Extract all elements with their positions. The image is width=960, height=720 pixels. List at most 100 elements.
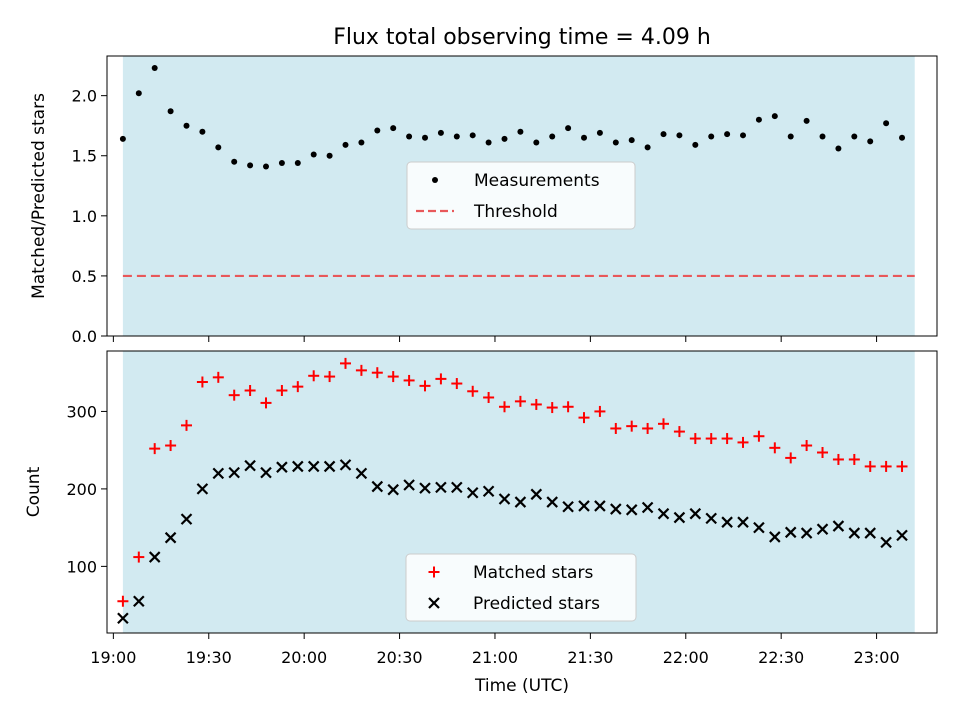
matched-star-point [832,453,844,465]
measurement-point [215,144,222,151]
measurement-point [803,117,810,124]
predicted-star-point [244,459,256,472]
measurement-point [358,139,365,146]
ratio-x-ticks [112,336,878,342]
predicted-star-point [625,504,638,516]
x-tick-label: 20:30 [377,648,423,667]
predicted-star-point [689,507,702,520]
matched-star-point [737,436,749,448]
matched-star-point [848,453,860,465]
predicted-star-point [260,466,272,479]
x-tick-label: 23:00 [854,648,900,667]
predicted-star-point [371,480,384,493]
ratio-panel: 0.00.51.01.52.0 Matched/Predicted stars … [29,55,938,346]
predicted-star-point [737,516,749,528]
predicted-star-point [610,503,622,515]
measurement-point [263,163,270,170]
matched-star-point [801,440,813,452]
predicted-star-point [419,482,431,494]
matched-star-point [785,452,797,464]
y-tick-label: 100 [66,557,97,576]
matched-star-point [228,389,240,401]
measurement-point [406,133,413,140]
measurement-point [740,132,747,139]
y-tick-label: 300 [66,402,97,421]
legend-frame [406,161,636,230]
legend-x-marker [428,597,440,609]
legend-frame [405,553,637,622]
count-panel-frame [106,350,938,634]
predicted-star-point [769,531,781,543]
matched-star-point [212,371,224,383]
chart-title: Flux total observing time = 4.09 h [333,25,711,50]
ratio-y-axis-label: Matched/Predicted stars [29,93,49,299]
legend-label: Matched stars [473,563,593,583]
matched-star-point [817,446,829,458]
predicted-star-point [466,486,479,499]
predicted-star-point [148,551,161,563]
predicted-star-point [482,485,495,498]
y-tick-label: 2.0 [72,87,97,106]
legend-label: Predicted stars [473,594,600,614]
measurement-point [247,162,254,169]
measurement-point [485,139,492,146]
matched-star-point [181,419,193,431]
measurement-point [199,128,206,135]
matched-star-point [340,357,352,369]
predicted-star-point [784,526,797,539]
measurement-point [501,135,508,142]
matched-star-point [467,385,479,397]
predicted-star-point [514,496,527,508]
time-x-axis: 19:00 19:30 20:00 20:30 21:00 21:30 22:00 22:30… [90,633,900,667]
matched-star-point [769,442,781,454]
measurement-point [692,141,699,148]
measurement-points [119,65,906,170]
predicted-star-point [546,496,558,508]
legend-dot-marker [432,177,438,183]
x-tick-label: 22:30 [758,648,804,667]
measurement-point [437,129,444,136]
predicted-star-point [816,523,829,535]
measurement-point [596,129,603,136]
matched-star-point [578,412,590,424]
legend-item: Matched stars [428,563,593,583]
measurement-point [374,127,381,134]
measurement-point [771,113,778,120]
predicted-star-point [498,493,511,505]
matched-star-point [419,380,431,392]
matched-star-point [260,397,272,409]
predicted-star-point [864,527,876,539]
legend-item: Predicted stars [428,594,600,614]
measurement-point [326,152,333,159]
measurement-point [294,159,301,166]
predicted-star-point [578,500,590,512]
x-tick-label: 21:00 [472,648,518,667]
matched-star-point [435,373,447,385]
predicted-star-point [451,481,463,494]
measurement-point [787,133,794,140]
matched-star-point [292,381,304,393]
measurement-point [883,120,890,127]
predicted-star-point [180,513,193,525]
x-tick-label: 20:00 [281,648,327,667]
predicted-star-point [339,459,352,471]
predicted-star-point [196,483,209,495]
predicted-star-point [307,460,320,473]
matched-star-point [483,391,495,403]
predicted-star-point [403,479,415,491]
matched-star-point [562,401,574,413]
predicted-star-point [435,481,447,494]
measurement-point [183,122,190,129]
matched-star-point [721,433,733,445]
count-legend: Matched stars Predicted stars [405,553,637,622]
measurement-point [119,135,126,142]
measurement-point [660,131,667,138]
matched-star-point [880,460,892,472]
measurement-point [167,108,174,115]
x-tick-label: 19:30 [186,648,232,667]
matched-star-point [514,395,526,407]
matched-star-point [658,418,670,430]
measurement-point [390,125,397,132]
matched-star-point [149,443,161,455]
matched-star-point [546,402,558,414]
